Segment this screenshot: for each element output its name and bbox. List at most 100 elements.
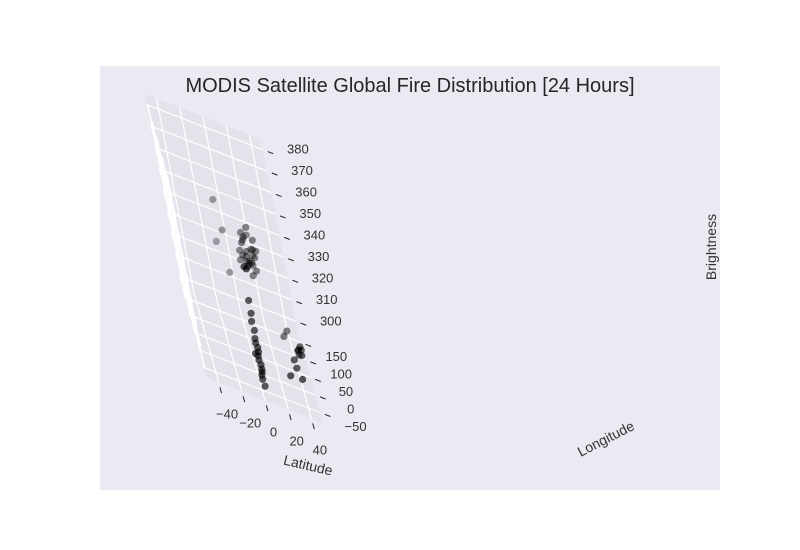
tick-labels: −40−20 0 20 40 −50 0 50 100 150 300 310 320 330 340 35… xyxy=(216,142,367,458)
z-tick-mark xyxy=(296,301,303,305)
scatter-point xyxy=(290,356,298,364)
z-tick-label: 340 xyxy=(304,228,326,243)
grid-lines xyxy=(146,98,321,419)
scatter-point xyxy=(251,254,259,262)
grid-line-z xyxy=(174,253,293,346)
grid-line-z xyxy=(162,189,280,282)
scatter-point xyxy=(245,296,253,305)
grid-line-y xyxy=(166,174,321,414)
grid-line-z xyxy=(179,275,297,368)
z-axis-title: Brightness xyxy=(703,214,719,280)
scatter-point xyxy=(259,375,267,383)
z-tick-mark xyxy=(283,236,290,240)
scatter-point xyxy=(226,268,234,276)
grid-line-z xyxy=(170,232,288,325)
grid-line-x xyxy=(225,125,289,410)
scatter-point xyxy=(242,247,250,256)
x-tick-label: 20 xyxy=(289,433,303,448)
grid-line-z xyxy=(158,168,276,261)
scatter-point xyxy=(245,257,253,265)
scatter-point xyxy=(209,195,217,204)
scatter-point xyxy=(242,265,250,273)
scatter-point xyxy=(280,332,288,340)
z-tick-mark xyxy=(271,172,278,176)
z-tick-label: 300 xyxy=(320,313,342,328)
grid-line-x xyxy=(248,134,312,419)
scatter-point xyxy=(294,347,302,355)
y-tick-mark xyxy=(324,413,331,417)
scatter-point xyxy=(251,349,260,358)
scatter-point xyxy=(242,265,250,273)
y-tick-label: −50 xyxy=(345,419,367,434)
scatter-point xyxy=(236,228,244,237)
scatter-point xyxy=(283,327,291,335)
y-tick-label: 0 xyxy=(347,402,354,417)
scatter-point xyxy=(249,262,257,270)
grid-line-x xyxy=(156,98,220,383)
scatter-point xyxy=(299,375,307,384)
z-tick-mark xyxy=(288,258,295,262)
scatter-point xyxy=(240,263,248,271)
scatter-point xyxy=(238,236,247,244)
x-tick-label: −20 xyxy=(239,415,261,430)
scatter-point xyxy=(245,259,254,268)
grid-line-z xyxy=(154,146,272,239)
y-tick-label: 50 xyxy=(339,384,353,399)
z-tick-mark xyxy=(267,151,274,155)
scatter-point xyxy=(258,368,266,376)
x-tick-mark xyxy=(312,423,315,430)
scatter-point xyxy=(248,246,256,254)
scatter-point xyxy=(257,361,265,369)
grid-line-y xyxy=(152,121,306,361)
scatter-point xyxy=(242,252,250,261)
tick-marks xyxy=(219,151,331,430)
scatter-point xyxy=(244,262,252,270)
grid-line-x xyxy=(202,116,266,401)
scatter-points xyxy=(209,195,307,390)
z-tick-mark xyxy=(275,193,282,198)
scatter-point xyxy=(287,372,295,380)
x-tick-mark xyxy=(219,387,222,394)
scatter-point xyxy=(252,267,260,275)
grid-line-z xyxy=(166,210,284,304)
scatter-point xyxy=(236,256,245,264)
z-tick-mark xyxy=(292,279,299,283)
y-tick-label: 100 xyxy=(330,367,352,382)
x-tick-label: 40 xyxy=(313,442,327,457)
z-tick-label: 360 xyxy=(295,185,317,200)
scatter-point xyxy=(240,262,249,270)
scatter-point xyxy=(242,231,250,239)
scatter-point xyxy=(242,223,250,231)
z-tick-mark xyxy=(279,215,286,219)
scatter-point xyxy=(254,344,262,352)
z-tick-label: 350 xyxy=(299,206,321,221)
z-tick-label: 310 xyxy=(316,292,338,307)
grid-line-y xyxy=(161,156,316,396)
scatter-point xyxy=(261,382,269,390)
grid-line-y xyxy=(156,139,311,379)
scatter-point xyxy=(239,251,247,259)
z-tick-label: 330 xyxy=(308,249,330,264)
scatter-point xyxy=(236,246,244,254)
y-tick-mark xyxy=(310,361,317,365)
y-tick-label: 150 xyxy=(325,349,347,364)
y-tick-mark xyxy=(305,343,312,347)
scatter-point xyxy=(247,245,255,253)
scatter-point xyxy=(248,259,256,267)
z-tick-label: 320 xyxy=(312,270,334,285)
scatter-point xyxy=(248,252,256,260)
scatter-point xyxy=(238,239,246,247)
x-tick-mark xyxy=(242,396,246,403)
z-tick-label: 380 xyxy=(287,142,309,157)
y-tick-mark xyxy=(319,396,326,400)
chart-title: MODIS Satellite Global Fire Distribution… xyxy=(185,75,634,97)
scatter-point xyxy=(252,247,260,255)
scatter-point xyxy=(250,326,258,335)
scatter-point xyxy=(243,257,251,265)
scatter-point xyxy=(247,309,255,317)
grid-line-z xyxy=(146,103,264,196)
scatter-point xyxy=(239,233,247,241)
x-tick-label: −40 xyxy=(216,406,238,421)
